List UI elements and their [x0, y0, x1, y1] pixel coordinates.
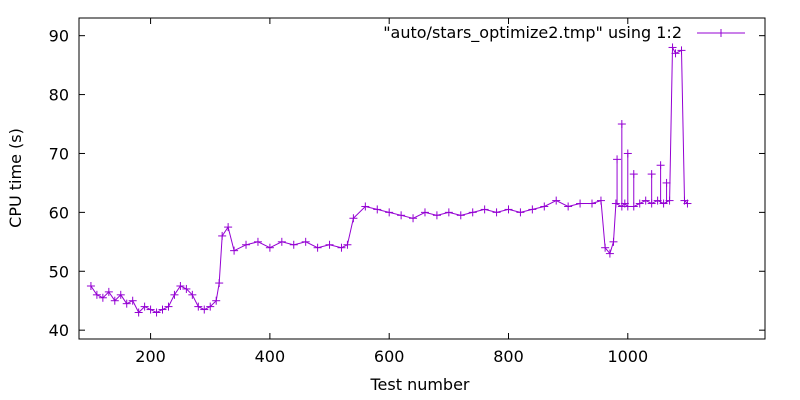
y-tick-label: 40: [49, 321, 69, 340]
data-point: [325, 240, 334, 249]
data-point: [596, 196, 605, 205]
data-point: [683, 199, 692, 208]
data-point: [629, 202, 638, 211]
data-point: [671, 49, 680, 58]
spike-point: [662, 178, 671, 187]
data-point: [200, 305, 209, 314]
data-point: [176, 281, 185, 290]
plot-area: [78, 17, 766, 340]
data-point: [576, 199, 585, 208]
data-point: [409, 214, 418, 223]
data-point: [337, 243, 346, 252]
data-point: [480, 205, 489, 214]
data-point: [668, 43, 677, 52]
data-point: [605, 249, 614, 258]
data-point: [552, 196, 561, 205]
data-point: [588, 199, 597, 208]
spike-point: [617, 120, 626, 129]
data-point: [540, 202, 549, 211]
data-point: [301, 237, 310, 246]
data-point: [611, 199, 620, 208]
data-point: [564, 202, 573, 211]
spike-point: [656, 161, 665, 170]
legend-label: "auto/stars_optimize2.tmp" using 1:2: [383, 23, 682, 43]
data-point: [116, 290, 125, 299]
data-point: [343, 240, 352, 249]
data-point: [456, 211, 465, 220]
x-tick-label: 600: [374, 347, 405, 366]
y-tick-label: 80: [49, 86, 69, 105]
spike-point: [613, 155, 622, 164]
spike-point: [629, 170, 638, 179]
y-tick-label: 60: [49, 203, 69, 222]
y-axis-label: CPU time (s): [6, 128, 25, 228]
data-point: [492, 208, 501, 217]
data-point: [215, 279, 224, 288]
x-tick-label: 200: [135, 347, 166, 366]
data-point: [146, 305, 155, 314]
spike-point: [623, 149, 632, 158]
data-point: [182, 284, 191, 293]
x-axis: 200 400 600 800 1000: [135, 18, 648, 366]
data-point: [152, 308, 161, 317]
data-point: [86, 281, 95, 290]
data-point: [444, 208, 453, 217]
data-point: [635, 199, 644, 208]
data-point: [134, 308, 143, 317]
data-point: [528, 205, 537, 214]
data-point: [641, 196, 650, 205]
data-point: [677, 46, 686, 55]
data-point: [170, 290, 179, 299]
data-point: [313, 243, 322, 252]
legend: "auto/stars_optimize2.tmp" using 1:2: [383, 23, 745, 43]
data-point: [420, 208, 429, 217]
data-point: [194, 302, 203, 311]
data-point: [397, 211, 406, 220]
data-point: [516, 208, 525, 217]
data-point: [140, 302, 149, 311]
data-point: [242, 240, 251, 249]
data-point: [188, 290, 197, 299]
data-point: [104, 287, 113, 296]
data-point: [158, 305, 167, 314]
data-point: [361, 202, 370, 211]
data-point: [206, 302, 215, 311]
data-point: [212, 296, 221, 305]
x-tick-label: 1000: [607, 347, 648, 366]
y-tick-label: 50: [49, 262, 69, 281]
x-axis-label: Test number: [369, 375, 469, 394]
spike-point: [647, 170, 656, 179]
y-tick-label: 90: [49, 27, 69, 46]
y-axis: 40 50 60 70 80 90: [49, 27, 765, 340]
legend-marker: [717, 29, 725, 37]
series-layer: [86, 43, 692, 317]
data-point: [122, 299, 131, 308]
data-point: [128, 296, 137, 305]
data-point: [265, 243, 274, 252]
data-point: [277, 237, 286, 246]
data-point: [468, 208, 477, 217]
data-point: [432, 211, 441, 220]
data-point: [92, 290, 101, 299]
data-point: [164, 302, 173, 311]
x-tick-label: 800: [493, 347, 524, 366]
series-line: [90, 47, 688, 314]
data-point: [373, 205, 382, 214]
data-point: [385, 208, 394, 217]
data-point: [609, 237, 618, 246]
data-point: [230, 246, 239, 255]
data-point: [253, 237, 262, 246]
data-point: [504, 205, 513, 214]
data-point: [601, 243, 610, 252]
data-point: [98, 293, 107, 302]
data-point: [289, 240, 298, 249]
data-point: [349, 214, 358, 223]
x-tick-label: 400: [255, 347, 286, 366]
data-point: [224, 223, 233, 232]
data-point: [110, 296, 119, 305]
data-point: [218, 231, 227, 240]
y-tick-label: 70: [49, 144, 69, 163]
